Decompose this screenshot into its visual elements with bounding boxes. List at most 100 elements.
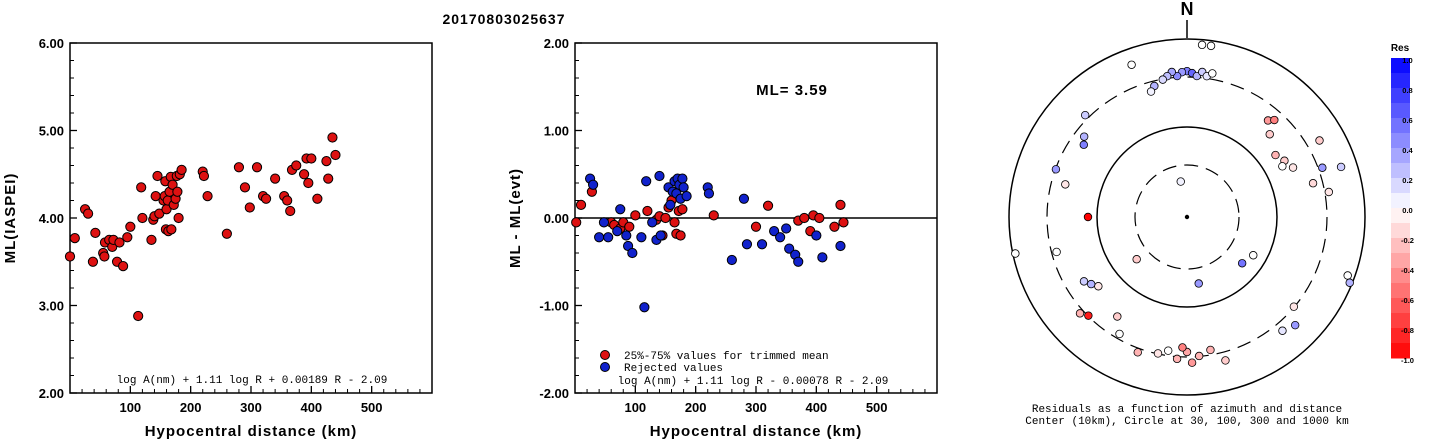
rejected-point — [677, 173, 688, 184]
ring-30km — [1134, 164, 1240, 270]
figure-title: 20170803025637 — [442, 11, 565, 27]
rejected-point — [775, 232, 786, 243]
data-point — [146, 234, 157, 245]
data-point — [330, 149, 341, 161]
data-point — [239, 182, 251, 193]
rejected-point — [655, 230, 666, 241]
station-residual-point — [1084, 311, 1093, 320]
plot1-ylabel: ML(IASPEI) — [2, 173, 19, 264]
station-residual-point — [1208, 69, 1217, 78]
rejected-point — [588, 179, 599, 190]
xtick-label: 200 — [180, 400, 202, 415]
rejected-point — [612, 226, 623, 237]
station-residual-point — [1270, 115, 1279, 125]
data-point — [323, 173, 334, 184]
data-point — [233, 162, 245, 173]
colorbar-cell — [1391, 193, 1410, 209]
colorbar-cell — [1391, 253, 1410, 269]
station-residual-point — [1289, 302, 1299, 311]
rejected-point — [738, 193, 750, 204]
station-residual-point — [1271, 150, 1280, 160]
xtick-label: 300 — [745, 400, 767, 415]
rejected-point — [741, 239, 753, 250]
colorbar-cells — [1391, 58, 1410, 359]
station-residual-point — [1153, 349, 1163, 358]
colorbar-cell — [1391, 58, 1410, 74]
colorbar-cell — [1391, 313, 1410, 329]
colorbar-cell — [1391, 223, 1410, 239]
data-point — [675, 230, 686, 241]
data-point — [176, 164, 187, 175]
ytick-label: 1.00 — [544, 124, 569, 139]
rejected-point — [621, 230, 632, 241]
colorbar-label: 0.2 — [1402, 176, 1412, 185]
colorbar-labels: 1.0 0.8 0.6 0.4 0.2 0.0 -0.2 -0.4 -0.6 -0.8 -1.0 — [1401, 56, 1415, 365]
rejected-point — [594, 232, 605, 243]
rejected-point — [793, 256, 804, 267]
ring-100km — [1096, 126, 1278, 308]
colorbar-cell — [1391, 118, 1410, 134]
station-residual-point — [1237, 259, 1247, 268]
data-point — [133, 310, 144, 322]
data-point — [87, 256, 99, 267]
north-label: N — [1181, 0, 1194, 19]
colorbar-label: -0.4 — [1401, 266, 1415, 275]
data-point — [122, 232, 133, 243]
station-residual-point — [1221, 356, 1230, 365]
colorbar-cell — [1391, 238, 1410, 254]
colorbar-label: 0.0 — [1402, 206, 1412, 215]
station-residual-point — [1061, 180, 1070, 189]
rejected-point — [641, 176, 652, 187]
azimuth-residual-plot: N Residuals as a function of azimuth and… — [1008, 0, 1366, 428]
plot1-ticks: 100 200 300 400 500 2.00 3.00 4.00 5.00 6.00 — [39, 36, 421, 415]
ytick-label: 2.00 — [39, 386, 64, 401]
plot2-points — [571, 170, 849, 313]
data-point — [64, 251, 76, 262]
colorbar-cell — [1391, 103, 1410, 119]
data-point — [814, 212, 825, 224]
station-residual-point — [1083, 212, 1093, 222]
residual-colorbar: Res 1.0 0.8 0.6 0.4 0.2 0.0 -0.2 -0.4 -0.6 -0.8 -1… — [1391, 43, 1415, 365]
rejected-point — [678, 182, 689, 193]
station-residual-point — [1132, 255, 1141, 264]
rejected-point — [817, 252, 828, 263]
station-residual-point — [1265, 130, 1274, 139]
station-residual-point — [1052, 247, 1061, 257]
data-point — [244, 202, 255, 213]
station-residual-point — [1051, 165, 1061, 174]
rejected-point — [769, 226, 780, 237]
data-point — [125, 221, 136, 232]
colorbar-cell — [1391, 178, 1410, 194]
ring-300km — [1046, 76, 1328, 358]
data-point — [835, 199, 846, 210]
station-residual-point — [1133, 348, 1142, 357]
rejected-point — [654, 170, 665, 182]
colorbar-cell — [1391, 328, 1410, 344]
colorbar-label: -1.0 — [1401, 356, 1414, 365]
plot1-frame — [69, 42, 433, 394]
data-point — [660, 212, 671, 224]
data-point — [838, 217, 849, 228]
station-residual-point — [1324, 187, 1334, 197]
rejected-point — [703, 188, 715, 199]
xtick-label: 300 — [240, 400, 262, 415]
data-point — [173, 212, 184, 224]
colorbar-cell — [1391, 148, 1410, 164]
colorbar-cell — [1391, 163, 1410, 179]
data-point — [291, 160, 302, 171]
station-residual-point — [1343, 271, 1352, 280]
colorbar-label: 0.6 — [1402, 116, 1412, 125]
ytick-label: 5.00 — [39, 124, 64, 139]
data-point — [154, 208, 165, 219]
colorbar-label: 0.4 — [1402, 146, 1413, 155]
station-residual-point — [1075, 309, 1085, 318]
station-residual-point — [1115, 329, 1124, 339]
colorbar-label: 0.8 — [1402, 86, 1412, 95]
station-residual-point — [1080, 110, 1090, 120]
station-residual-point — [1079, 132, 1089, 141]
colorbar-cell — [1391, 73, 1410, 89]
legend-accepted-marker — [600, 350, 610, 360]
data-point — [282, 195, 293, 206]
colorbar-cell — [1391, 88, 1410, 104]
